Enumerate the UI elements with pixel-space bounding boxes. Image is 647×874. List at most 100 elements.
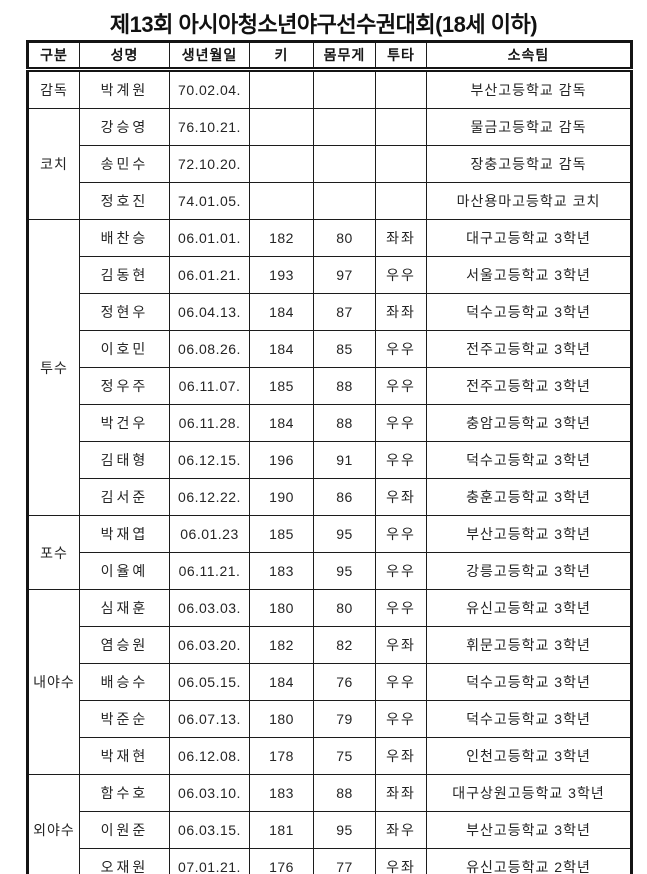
team-cell: 유신고등학교 2학년: [426, 848, 632, 874]
weight-cell: 75: [313, 737, 376, 775]
throwbat-cell: 우우: [375, 515, 427, 553]
weight-cell: 77: [313, 848, 376, 874]
birth-cell: 06.11.07.: [169, 367, 250, 405]
height-cell: 180: [249, 700, 314, 738]
weight-cell: 95: [313, 552, 376, 590]
col-header-throwbat: 투타: [375, 41, 427, 72]
team-cell: 덕수고등학교 3학년: [426, 441, 632, 479]
document-title: 제13회 아시아청소년야구선수권대회(18세 이하): [109, 12, 538, 37]
table-row: 이호민 06.08.26. 184 85 우우 전주고등학교 3학년: [28, 330, 632, 368]
weight-cell: 82: [313, 626, 376, 664]
name-cell: 오재원: [79, 848, 170, 874]
roster-table: 구분 성명 생년월일 키 몸무게 투타 소속팀 감독 박계원 70.02.04. 부산고등학교 감…: [26, 40, 633, 874]
name-cell: 정우주: [79, 367, 170, 405]
table-row: 투수 배찬승 06.01.01. 182 80 좌좌 대구고등학교 3학년: [27, 219, 632, 516]
height-cell: 185: [249, 515, 314, 553]
table-row: 박준순 06.07.13. 180 79 우우 덕수고등학교 3학년: [28, 700, 632, 738]
col-header-name: 성명: [79, 41, 170, 72]
birth-cell: 07.01.21.: [169, 848, 250, 874]
height-cell: 182: [249, 626, 314, 664]
weight-cell: 80: [313, 589, 376, 627]
name-cell: 배찬승: [79, 219, 170, 257]
birth-cell: 72.10.20.: [169, 145, 250, 183]
weight-cell: 95: [313, 811, 376, 849]
throwbat-cell: [375, 145, 427, 183]
height-cell: [249, 182, 314, 220]
height-cell: [249, 69, 314, 109]
table-row: 포수 박재엽 06.01.23 185 95 우우 부산고등학교 3학년: [27, 515, 632, 590]
name-cell: 이호민: [79, 330, 170, 368]
weight-cell: [313, 69, 376, 109]
table-row: 송민수 72.10.20. 장충고등학교 감독: [28, 145, 632, 183]
team-cell: 부산고등학교 감독: [426, 69, 632, 109]
birth-cell: 06.12.15.: [169, 441, 250, 479]
height-cell: 184: [249, 330, 314, 368]
category-cell: 내야수: [27, 589, 80, 775]
table-row: 이원준 06.03.15. 181 95 좌우 부산고등학교 3학년: [28, 811, 632, 849]
team-cell: 전주고등학교 3학년: [426, 330, 632, 368]
col-header-category: 구분: [27, 41, 80, 72]
weight-cell: 85: [313, 330, 376, 368]
team-cell: 부산고등학교 3학년: [426, 515, 632, 553]
height-cell: 176: [249, 848, 314, 874]
team-cell: 유신고등학교 3학년: [426, 589, 632, 627]
throwbat-cell: [375, 108, 427, 146]
team-cell: 전주고등학교 3학년: [426, 367, 632, 405]
weight-cell: 76: [313, 663, 376, 701]
name-cell: 김서준: [79, 478, 170, 516]
team-cell: 장충고등학교 감독: [426, 145, 632, 183]
category-cell: 코치: [27, 108, 80, 220]
name-cell: 함수호: [79, 774, 170, 812]
table-row: 김동현 06.01.21. 193 97 우우 서울고등학교 3학년: [28, 256, 632, 294]
birth-cell: 06.03.20.: [169, 626, 250, 664]
throwbat-cell: [375, 69, 427, 109]
weight-cell: 79: [313, 700, 376, 738]
height-cell: [249, 108, 314, 146]
name-cell: 송민수: [79, 145, 170, 183]
name-cell: 염승원: [79, 626, 170, 664]
height-cell: 183: [249, 552, 314, 590]
throwbat-cell: 우좌: [375, 737, 427, 775]
birth-cell: 06.01.01.: [169, 219, 250, 257]
team-cell: 인천고등학교 3학년: [426, 737, 632, 775]
birth-cell: 70.02.04.: [169, 69, 250, 109]
name-cell: 강승영: [79, 108, 170, 146]
throwbat-cell: [375, 182, 427, 220]
category-cell: 투수: [27, 219, 80, 516]
birth-cell: 06.03.15.: [169, 811, 250, 849]
col-header-team: 소속팀: [426, 41, 632, 72]
throwbat-cell: 우우: [375, 256, 427, 294]
table-row: 정호진 74.01.05. 마산용마고등학교 코치: [28, 182, 632, 220]
category-cell: 감독: [27, 69, 80, 109]
team-cell: 마산용마고등학교 코치: [426, 182, 632, 220]
throwbat-cell: 우우: [375, 404, 427, 442]
table-header: 구분 성명 생년월일 키 몸무게 투타 소속팀: [27, 41, 632, 72]
birth-cell: 74.01.05.: [169, 182, 250, 220]
birth-cell: 06.01.23: [169, 515, 250, 553]
height-cell: 178: [249, 737, 314, 775]
weight-cell: 95: [313, 515, 376, 553]
throwbat-cell: 우우: [375, 367, 427, 405]
throwbat-cell: 좌좌: [375, 219, 427, 257]
team-cell: 물금고등학교 감독: [426, 108, 632, 146]
throwbat-cell: 좌좌: [375, 293, 427, 331]
category-cell: 포수: [27, 515, 80, 590]
throwbat-cell: 우우: [375, 700, 427, 738]
team-cell: 덕수고등학교 3학년: [426, 293, 632, 331]
birth-cell: 06.12.22.: [169, 478, 250, 516]
table-row: 박재현 06.12.08. 178 75 우좌 인천고등학교 3학년: [28, 737, 632, 775]
weight-cell: [313, 108, 376, 146]
table-row: 김서준 06.12.22. 190 86 우좌 충훈고등학교 3학년: [28, 478, 632, 516]
birth-cell: 76.10.21.: [169, 108, 250, 146]
throwbat-cell: 우우: [375, 441, 427, 479]
throwbat-cell: 우우: [375, 330, 427, 368]
height-cell: 183: [249, 774, 314, 812]
birth-cell: 06.11.21.: [169, 552, 250, 590]
table-row: 염승원 06.03.20. 182 82 우좌 휘문고등학교 3학년: [28, 626, 632, 664]
table-row: 이율예 06.11.21. 183 95 우우 강릉고등학교 3학년: [28, 552, 632, 590]
team-cell: 서울고등학교 3학년: [426, 256, 632, 294]
height-cell: 184: [249, 293, 314, 331]
throwbat-cell: 우우: [375, 552, 427, 590]
name-cell: 배승수: [79, 663, 170, 701]
